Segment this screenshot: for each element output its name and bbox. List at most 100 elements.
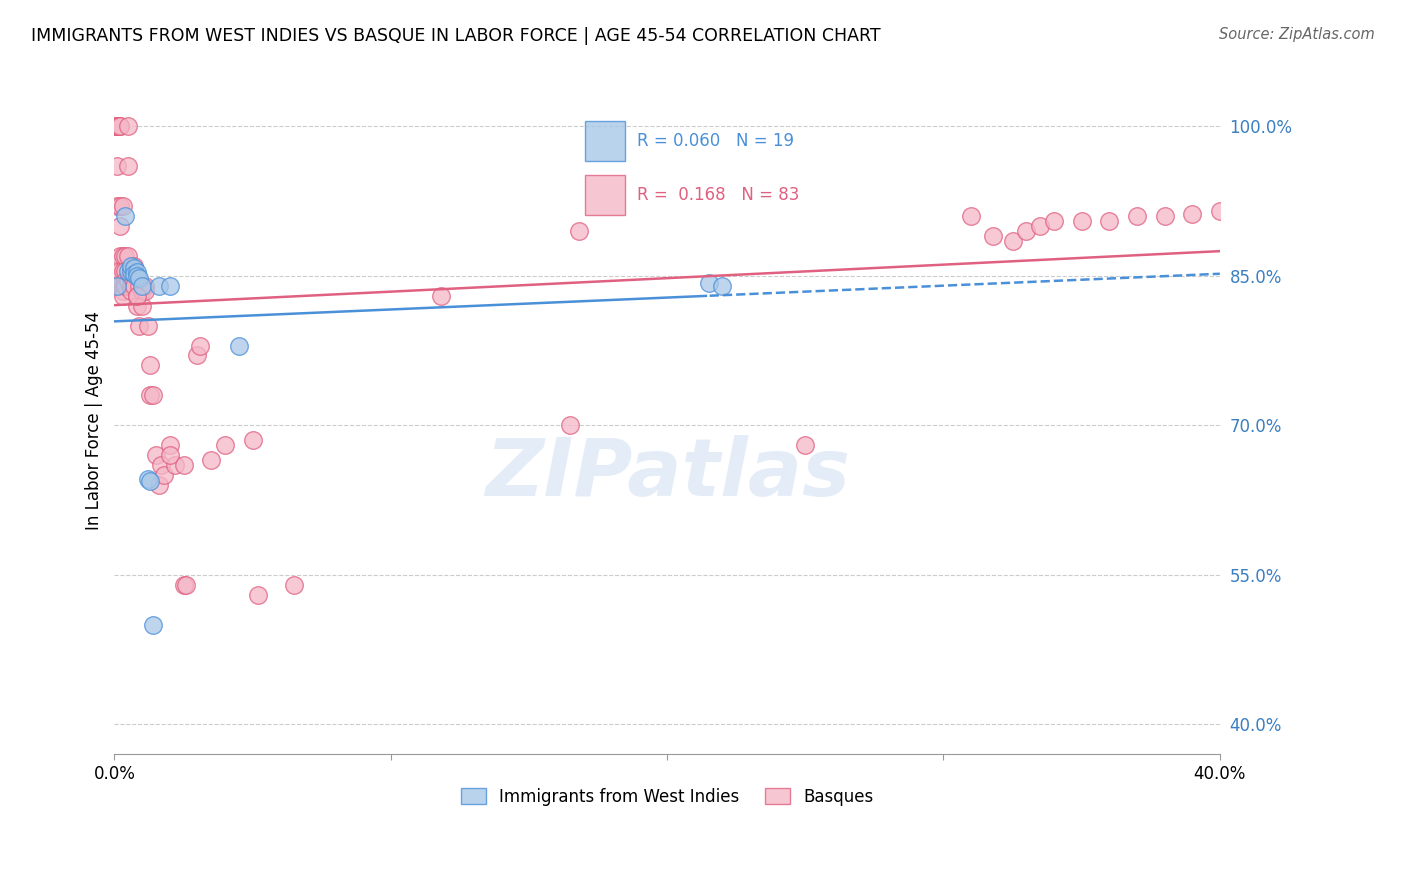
Point [960,209,983,223]
Point [105,120,128,134]
Point [108,120,131,134]
Point [120,264,142,278]
Point [105,159,128,173]
Point [120,264,142,278]
Point [142,388,165,402]
Point [105,120,128,134]
Point [105,120,128,134]
Point [159,438,181,452]
Point [139,474,162,488]
Point [120,270,142,285]
Legend: Immigrants from West Indies, Basques: Immigrants from West Indies, Basques [454,781,880,813]
Point [247,588,270,602]
Point [200,453,222,467]
Point [136,318,159,333]
Point [117,274,139,288]
Point [114,209,136,223]
Point [108,264,131,278]
Point [125,288,148,302]
Point [105,120,128,134]
Point [131,278,153,293]
Point [560,418,582,433]
Point [108,219,131,233]
Point [131,284,153,298]
Point [283,578,305,592]
Text: IMMIGRANTS FROM WEST INDIES VS BASQUE IN LABOR FORCE | AGE 45-54 CORRELATION CHA: IMMIGRANTS FROM WEST INDIES VS BASQUE IN… [31,27,880,45]
Point [105,199,128,213]
Point [120,284,142,298]
Point [105,120,128,134]
Point [148,478,170,492]
Point [131,299,153,313]
Point [122,260,145,275]
Point [150,458,173,472]
Point [1043,214,1066,228]
Point [125,268,148,283]
Point [114,264,136,278]
Point [153,468,176,483]
Point [111,199,134,213]
Point [188,338,211,352]
Point [142,617,165,632]
Point [128,270,150,285]
Point [1015,224,1038,238]
Point [134,278,156,293]
Point [125,299,148,313]
Point [139,388,162,402]
Point [117,159,139,173]
Point [1098,214,1121,228]
Point [145,448,167,462]
Point [186,349,208,363]
Point [1126,209,1149,223]
Point [174,578,197,592]
Point [117,264,139,278]
Point [697,276,720,290]
Point [114,274,136,288]
Point [114,249,136,263]
Point [122,278,145,293]
Point [114,278,136,293]
Point [125,288,148,302]
Point [1029,219,1052,233]
Point [159,278,181,293]
Point [128,318,150,333]
Text: Source: ZipAtlas.com: Source: ZipAtlas.com [1219,27,1375,42]
Point [108,278,131,293]
Point [111,284,134,298]
Point [148,278,170,293]
Point [214,438,236,452]
Point [111,288,134,302]
Point [111,264,134,278]
Point [1001,234,1024,248]
Point [134,284,156,298]
Point [120,259,142,273]
Point [242,434,264,448]
Point [159,448,181,462]
Text: ZIPatlas: ZIPatlas [485,434,849,513]
Point [120,278,142,293]
Point [108,120,131,134]
Point [981,228,1004,243]
Point [105,120,128,134]
Point [228,338,250,352]
Y-axis label: In Labor Force | Age 45-54: In Labor Force | Age 45-54 [86,310,103,530]
Point [125,265,148,279]
Point [139,359,162,373]
Point [108,199,131,213]
Point [111,249,134,263]
Point [105,278,128,293]
Point [794,438,817,452]
Point [568,224,591,238]
Point [128,278,150,293]
Point [165,458,187,472]
Point [173,578,195,592]
Point [111,278,134,293]
Point [1209,204,1232,219]
Point [122,259,145,273]
Point [122,267,145,281]
Point [429,288,451,302]
Point [173,458,195,472]
Point [105,120,128,134]
Point [117,249,139,263]
Point [136,472,159,486]
